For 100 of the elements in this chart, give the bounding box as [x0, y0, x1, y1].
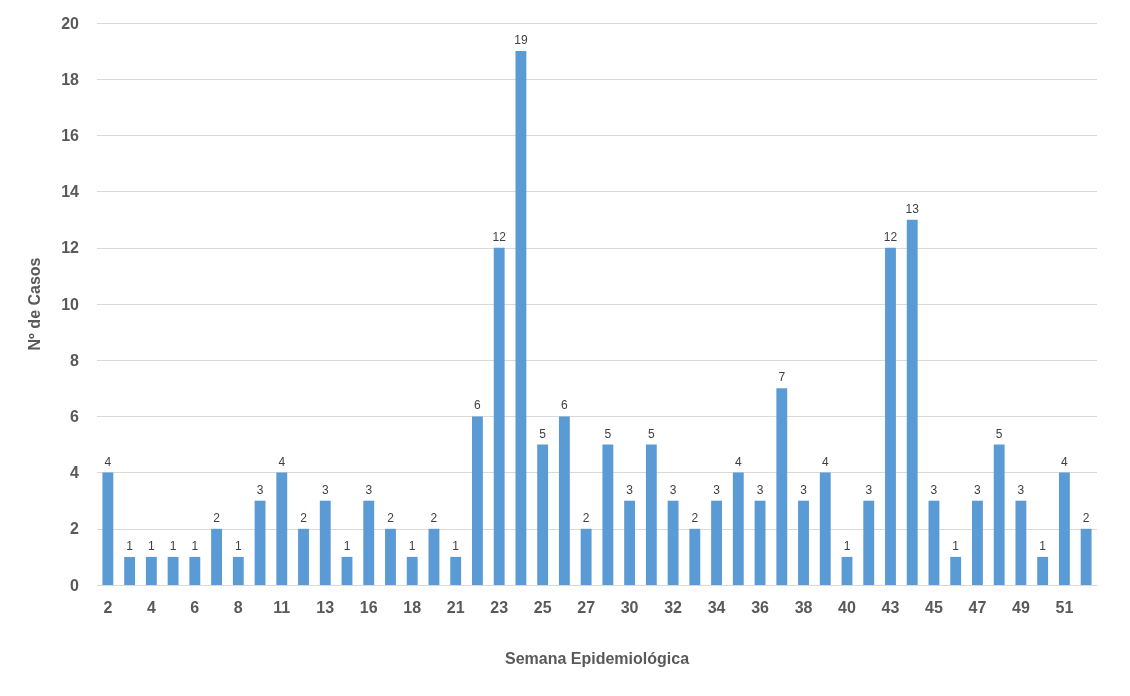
bar	[211, 528, 222, 585]
bar	[993, 444, 1005, 585]
y-tick-label: 6	[70, 407, 80, 425]
data-label: 6	[561, 398, 569, 413]
bar	[558, 416, 570, 585]
data-label: 13	[905, 201, 920, 216]
y-tick-label: 16	[61, 126, 80, 144]
data-label: 1	[169, 538, 177, 553]
y-tick-label: 2	[70, 520, 80, 538]
x-tick-label: 38	[794, 598, 813, 616]
data-label: 5	[604, 426, 612, 441]
y-tick-label: 0	[70, 576, 80, 594]
bar	[667, 500, 679, 585]
x-tick-label: 43	[881, 598, 900, 616]
data-label: 4	[278, 454, 286, 469]
y-tick-label: 12	[61, 239, 80, 257]
data-label: 1	[1039, 538, 1047, 553]
data-label: 5	[995, 426, 1003, 441]
x-tick-label: 23	[490, 598, 509, 616]
data-label: 1	[126, 538, 134, 553]
data-label: 1	[234, 538, 242, 553]
bar	[732, 472, 744, 585]
bar	[754, 500, 766, 585]
x-axis-title: Semana Epidemiológica	[504, 649, 690, 667]
x-tick-label: 45	[925, 598, 943, 616]
bar	[493, 247, 505, 585]
x-tick-label: 47	[968, 598, 987, 616]
bar	[950, 556, 962, 585]
data-label: 3	[756, 482, 764, 497]
data-label: 6	[474, 398, 482, 413]
bar	[124, 556, 136, 585]
y-tick-label: 18	[61, 70, 80, 88]
y-axis-title: Nº de Casos	[25, 257, 43, 351]
data-label: 3	[1017, 482, 1025, 497]
bar	[906, 219, 918, 585]
x-tick-label: 2	[103, 598, 113, 616]
data-label: 2	[213, 510, 221, 525]
x-tick-label: 34	[707, 598, 726, 616]
data-label: 1	[408, 538, 416, 553]
data-label: 3	[930, 482, 938, 497]
data-label: 2	[691, 510, 699, 525]
data-label: 2	[582, 510, 590, 525]
bar	[841, 556, 853, 585]
bar	[776, 388, 788, 585]
data-label: 3	[974, 482, 982, 497]
data-label: 3	[865, 482, 873, 497]
x-tick-label: 18	[403, 598, 422, 616]
bar	[1058, 472, 1070, 585]
data-label: 2	[387, 510, 395, 525]
bar	[819, 472, 831, 585]
x-tick-label: 36	[751, 598, 770, 616]
bar	[276, 472, 288, 585]
x-tick-label: 49	[1012, 598, 1030, 616]
bar	[1080, 528, 1092, 585]
x-tick-label: 51	[1055, 598, 1074, 616]
bar	[232, 556, 244, 585]
data-label: 2	[430, 510, 438, 525]
bar	[385, 528, 396, 585]
bar	[928, 500, 940, 585]
x-tick-label: 32	[664, 598, 683, 616]
y-tick-label: 10	[61, 295, 80, 313]
x-tick-label: 30	[620, 598, 639, 616]
data-label: 1	[343, 538, 351, 553]
x-tick-label: 27	[577, 598, 596, 616]
data-label: 4	[1061, 454, 1069, 469]
data-label: 3	[626, 482, 634, 497]
x-tick-label: 6	[190, 598, 200, 616]
bar	[298, 528, 309, 585]
bar	[1015, 500, 1027, 585]
data-label: 12	[492, 229, 507, 244]
y-tick-label: 4	[70, 464, 80, 482]
data-label: 1	[148, 538, 155, 553]
data-label: 7	[778, 370, 786, 385]
bar	[711, 500, 722, 585]
bar	[428, 528, 440, 585]
bar	[341, 556, 353, 585]
bar	[537, 444, 549, 585]
bar	[689, 528, 701, 585]
y-tick-label: 8	[70, 351, 80, 369]
data-label: 3	[800, 482, 808, 497]
data-label: 1	[191, 538, 199, 553]
x-tick-label: 21	[446, 598, 465, 616]
x-tick-label: 13	[316, 598, 335, 616]
bar	[1037, 556, 1049, 585]
data-label: 5	[648, 426, 655, 441]
data-label: 3	[321, 482, 329, 497]
bar	[189, 556, 201, 585]
data-label: 4	[821, 454, 829, 469]
x-tick-label: 11	[273, 598, 291, 616]
bar	[102, 472, 114, 585]
data-label: 1	[843, 538, 851, 553]
bar	[515, 51, 527, 585]
x-tick-label: 4	[146, 598, 156, 616]
bar	[972, 500, 983, 585]
data-label: 19	[514, 33, 528, 48]
y-tick-label: 14	[61, 183, 80, 201]
bar	[580, 528, 592, 585]
bar	[863, 500, 875, 585]
data-label: 1	[452, 538, 460, 553]
data-label: 3	[713, 482, 721, 497]
